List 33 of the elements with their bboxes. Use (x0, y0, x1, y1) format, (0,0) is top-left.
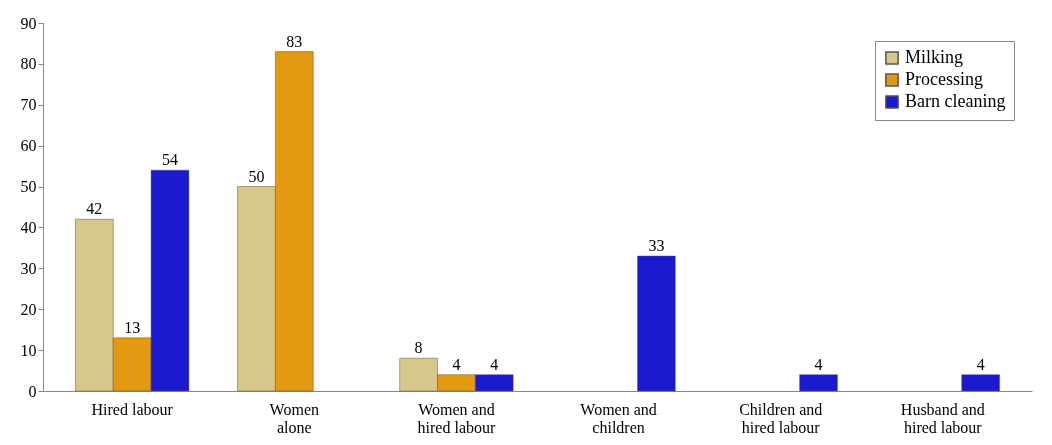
data-label: 4 (452, 355, 461, 373)
y-tick-label: 10 (20, 341, 37, 359)
data-label: 33 (648, 237, 665, 255)
y-tick-label: 20 (20, 300, 37, 318)
bar (799, 374, 838, 392)
x-tick-label: Women and hired labour (417, 400, 496, 436)
legend-label: Barn cleaning (905, 91, 1006, 111)
bar (637, 255, 676, 392)
y-tick-label: 70 (20, 96, 37, 114)
y-tick-label: 30 (20, 259, 37, 277)
x-tick-label: Women and children (580, 400, 657, 436)
x-tick-label: Hired labour (91, 400, 174, 418)
y-tick-label: 0 (28, 382, 37, 400)
data-label: 50 (248, 167, 265, 185)
y-tick-label: 50 (20, 178, 37, 196)
data-label: 4 (814, 355, 823, 373)
data-label: 8 (414, 339, 423, 357)
data-label: 42 (86, 200, 103, 218)
bar (961, 374, 1000, 392)
x-tick-label: Women alone (269, 400, 319, 436)
legend-label: Processing (905, 69, 983, 89)
data-label: 83 (286, 32, 303, 50)
data-label: 4 (976, 355, 985, 373)
y-tick-label: 90 (20, 14, 37, 32)
y-tick-label: 80 (20, 55, 37, 73)
y-tick-label: 60 (20, 137, 37, 155)
data-label: 4 (490, 355, 499, 373)
x-tick-label: Children and hired labour (739, 400, 823, 436)
x-tick-label: Husband and hired labour (900, 400, 985, 436)
data-label: 54 (162, 151, 178, 169)
y-tick-label: 40 (20, 218, 37, 236)
data-label: 13 (124, 318, 141, 336)
legend-label: Milking (905, 47, 964, 67)
